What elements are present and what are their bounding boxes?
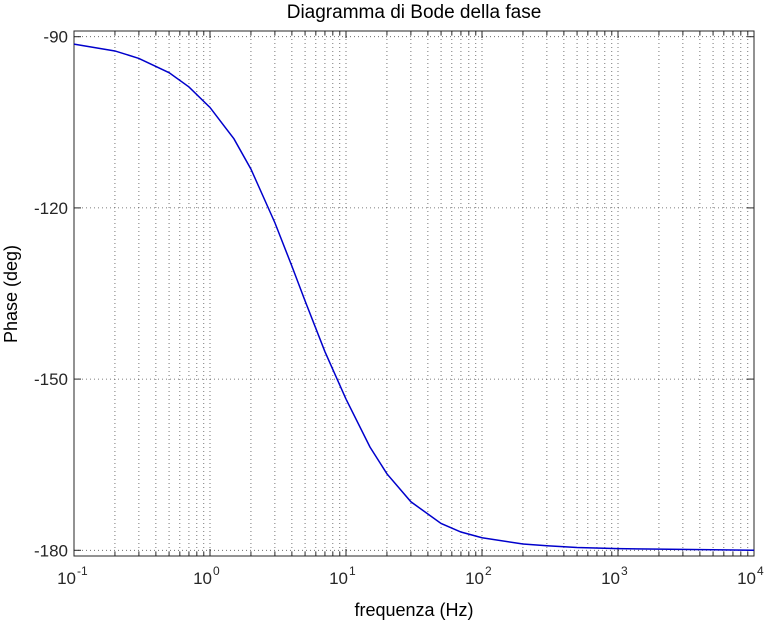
x-tick-base: 10 [57,569,76,588]
x-tick-labels: 10 -1 10 0 10 1 10 2 10 3 10 4 [57,564,764,588]
plot-area [73,30,755,557]
x-tick-label: 10 2 [465,564,492,588]
y-tick-label: -180 [34,541,68,560]
x-tick-label: 10 1 [329,564,356,588]
axis-ticks [73,31,755,556]
x-tick-base: 10 [737,569,756,588]
y-tick-label: -150 [34,370,68,389]
y-tick-label: -120 [34,199,68,218]
x-tick-label: 10 0 [193,564,220,588]
x-tick-exponent: 1 [349,564,356,578]
phase-series-line [73,43,755,552]
x-axis-label: frequenza (Hz) [354,600,473,620]
x-tick-base: 10 [465,569,484,588]
x-tick-exponent: 3 [621,564,628,578]
x-tick-label: 10 -1 [57,564,88,588]
x-tick-label: 10 4 [737,564,764,588]
chart-title: Diagramma di Bode della fase [287,2,542,23]
x-tick-exponent: 4 [757,564,764,578]
y-axis-label: Phase (deg) [1,245,21,343]
x-tick-exponent: 2 [485,564,492,578]
x-tick-base: 10 [601,569,620,588]
x-tick-base: 10 [193,569,212,588]
x-tick-exponent: -1 [77,564,88,578]
x-tick-base: 10 [329,569,348,588]
grid [73,31,755,556]
x-tick-label: 10 3 [601,564,628,588]
y-tick-label: -90 [43,28,68,47]
x-tick-exponent: 0 [213,564,220,578]
y-tick-labels: -90 -120 -150 -180 [34,28,68,561]
